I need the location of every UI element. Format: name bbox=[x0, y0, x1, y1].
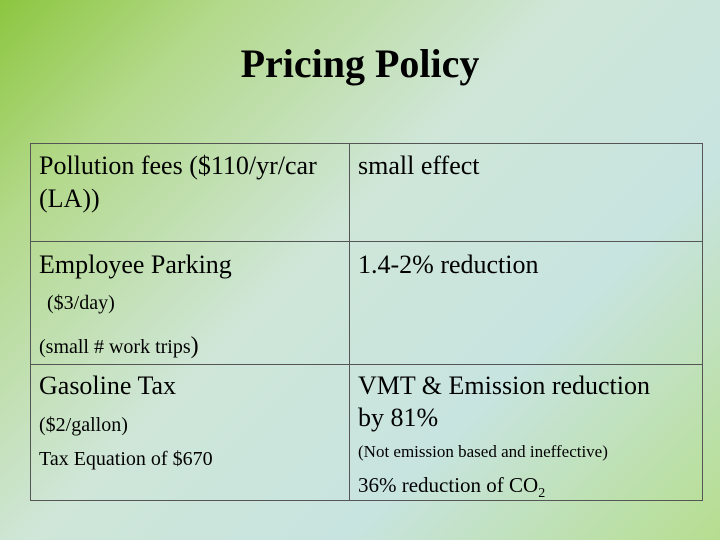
pollution-fees-label-cont: (LA)) bbox=[39, 184, 100, 213]
row-divider bbox=[31, 364, 702, 365]
gasoline-tax-effect-cont: by 81% bbox=[358, 403, 439, 432]
gasoline-tax-label: Gasoline Tax bbox=[39, 371, 177, 400]
gasoline-tax-equation: Tax Equation of $670 bbox=[39, 448, 213, 470]
pollution-fees-label: Pollution fees ($110/yr/car bbox=[39, 151, 317, 180]
gasoline-tax-rate: ($2/gallon) bbox=[39, 414, 128, 436]
pollution-fees-effect: small effect bbox=[358, 151, 480, 180]
co2-reduction: 36% reduction of CO2 bbox=[358, 473, 546, 502]
gasoline-tax-note: (Not emission based and ineffective) bbox=[358, 442, 608, 461]
employee-parking-note: (small # work trips) bbox=[39, 333, 199, 359]
pricing-policy-table: Pollution fees ($110/yr/car (LA)) small … bbox=[30, 143, 703, 501]
row-divider bbox=[31, 241, 702, 242]
slide-title: Pricing Policy bbox=[240, 41, 480, 86]
employee-parking-label: Employee Parking bbox=[39, 250, 232, 279]
gasoline-tax-effect: VMT & Emission reduction bbox=[358, 371, 651, 400]
column-divider bbox=[349, 144, 350, 500]
employee-parking-rate: ($3/day) bbox=[47, 292, 115, 314]
employee-parking-effect: 1.4-2% reduction bbox=[358, 250, 539, 279]
